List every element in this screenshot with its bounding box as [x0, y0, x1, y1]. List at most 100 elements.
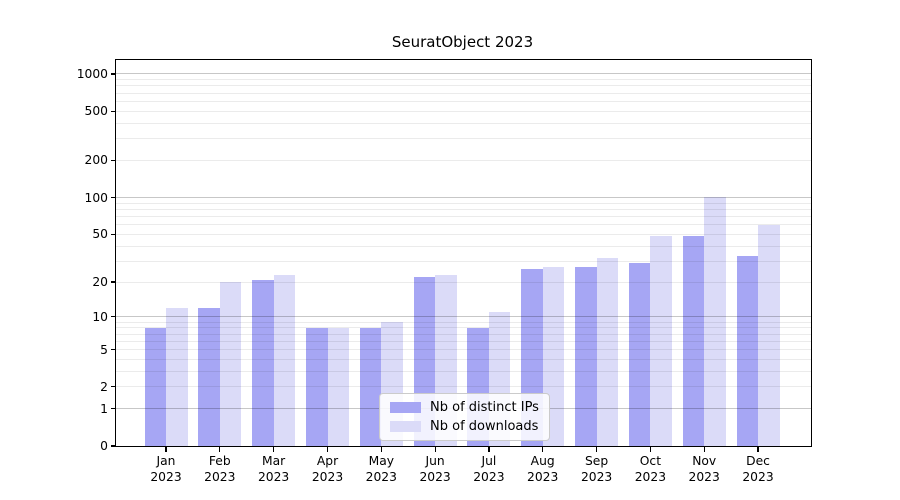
x-tick-label-mar: Mar 2023 — [244, 454, 304, 485]
x-year-jan: 2023 — [150, 469, 182, 484]
y-tick-500 — [111, 110, 116, 112]
gridline-minor-600 — [116, 100, 811, 102]
x-tick-label-nov: Nov 2023 — [674, 454, 734, 485]
x-tick-aug — [542, 447, 544, 452]
y-tick-label-200: 200 — [84, 153, 108, 168]
x-month-nov: Nov — [692, 454, 717, 468]
x-year-sep: 2023 — [580, 469, 613, 484]
gridline-minor-50 — [116, 233, 811, 235]
chart-title: SeuratObject 2023 — [391, 33, 534, 51]
x-month-mar: Mar — [261, 454, 286, 468]
legend-item-nb-of-distinct-ips: Nb of distinct IPs — [390, 400, 539, 415]
y-tick-label-500: 500 — [84, 104, 108, 119]
x-tick-jun — [434, 447, 436, 452]
y-tick-50 — [111, 233, 116, 235]
x-year-may: 2023 — [365, 469, 397, 484]
x-tick-nov — [703, 447, 705, 452]
gridline-minor-5 — [116, 349, 811, 350]
bar-nb-of-downloads-mar — [273, 274, 296, 446]
bar-nb-of-downloads-feb — [219, 282, 242, 446]
legend-label-nb-of-downloads: Nb of downloads — [430, 419, 539, 434]
gridline-minor-700 — [116, 92, 811, 94]
gridline-minor-3 — [116, 370, 811, 372]
legend-item-nb-of-downloads: Nb of downloads — [390, 419, 539, 434]
x-month-sep: Sep — [585, 454, 609, 468]
x-year-mar: 2023 — [257, 469, 290, 484]
x-tick-label-aug: Aug 2023 — [513, 454, 573, 485]
bar-nb-of-downloads-apr — [327, 327, 349, 446]
x-month-jan: Jan — [156, 454, 176, 468]
gridline-minor-60 — [116, 224, 811, 226]
y-tick-label-10: 10 — [92, 309, 108, 324]
x-tick-apr — [326, 447, 329, 452]
x-month-apr: Apr — [316, 454, 339, 468]
gridline-minor-80 — [116, 208, 811, 210]
gridline-minor-90 — [116, 202, 811, 204]
x-month-feb: Feb — [208, 454, 231, 468]
gridline-minor-7 — [116, 333, 811, 335]
bar-nb-of-downloads-nov — [704, 196, 726, 446]
x-tick-label-dec: Dec 2023 — [728, 454, 788, 485]
x-tick-oct — [649, 447, 651, 452]
y-tick-100 — [111, 196, 116, 199]
bar-nb-of-distinct-ips-sep — [575, 266, 597, 446]
bar-nb-of-downloads-jan — [166, 307, 188, 446]
gridline-minor-70 — [116, 215, 811, 217]
y-tick-label-2: 2 — [100, 379, 108, 394]
y-tick-label-1000: 1000 — [76, 66, 108, 81]
gridline-minor-8 — [116, 327, 811, 329]
gridline-minor-9 — [116, 321, 811, 323]
x-month-oct: Oct — [639, 454, 662, 468]
gridline-major-10 — [116, 316, 811, 318]
y-tick-200 — [111, 159, 116, 162]
y-tick-10 — [111, 316, 116, 318]
gridline-minor-2 — [116, 386, 811, 388]
x-year-nov: 2023 — [688, 469, 720, 484]
gridline-minor-4 — [116, 358, 811, 360]
gridline-minor-30 — [116, 260, 811, 262]
y-tick-20 — [111, 281, 116, 283]
gridline-major-1000 — [116, 73, 811, 75]
x-month-may: May — [368, 454, 395, 468]
x-year-jun: 2023 — [419, 469, 451, 484]
x-month-jul: Jul — [481, 454, 497, 468]
gridline-minor-200 — [116, 159, 811, 161]
legend: Nb of distinct IPs Nb of downloads — [379, 393, 550, 441]
legend-swatch-nb-of-downloads — [390, 421, 421, 432]
gridline-minor-20 — [116, 281, 811, 283]
gridlines — [116, 60, 811, 446]
gridline-minor-300 — [116, 138, 811, 140]
bar-nb-of-downloads-oct — [650, 236, 672, 446]
bar-nb-of-distinct-ips-nov — [682, 236, 705, 446]
x-year-oct: 2023 — [634, 469, 667, 484]
y-tick-label-50: 50 — [92, 227, 108, 242]
gridline-major-100 — [116, 197, 811, 198]
x-year-dec: 2023 — [742, 469, 774, 484]
x-month-jun: Jun — [425, 454, 445, 468]
x-year-feb: 2023 — [204, 469, 236, 484]
y-tick-1 — [111, 408, 116, 410]
gridline-minor-500 — [116, 110, 811, 112]
bar-nb-of-distinct-ips-dec — [736, 256, 758, 446]
bar-nb-of-downloads-dec — [758, 224, 780, 446]
x-tick-sep — [595, 447, 598, 452]
x-month-aug: Aug — [530, 454, 555, 468]
bar-nb-of-distinct-ips-apr — [306, 327, 328, 446]
bar-nb-of-distinct-ips-feb — [198, 307, 220, 446]
y-tick-2 — [111, 386, 116, 388]
x-tick-label-may: May 2023 — [351, 454, 411, 485]
legend-swatch-nb-of-distinct-ips — [390, 402, 421, 413]
x-tick-label-jul: Jul 2023 — [459, 454, 519, 485]
bar-nb-of-distinct-ips-may — [359, 327, 382, 446]
gridline-minor-40 — [116, 245, 811, 247]
x-year-aug: 2023 — [527, 469, 559, 484]
x-tick-mar — [273, 447, 275, 452]
x-tick-dec — [757, 447, 759, 452]
y-tick-5 — [111, 348, 116, 351]
bar-nb-of-distinct-ips-jan — [144, 327, 166, 446]
plot-area: 1000 500 200 100 50 20 10 5 2 1 0 Jan 2023 Feb 2023 Mar… — [77, 59, 812, 484]
x-tick-label-sep: Sep 2023 — [567, 454, 627, 485]
x-tick-jul — [488, 447, 490, 452]
x-year-apr: 2023 — [311, 469, 344, 484]
